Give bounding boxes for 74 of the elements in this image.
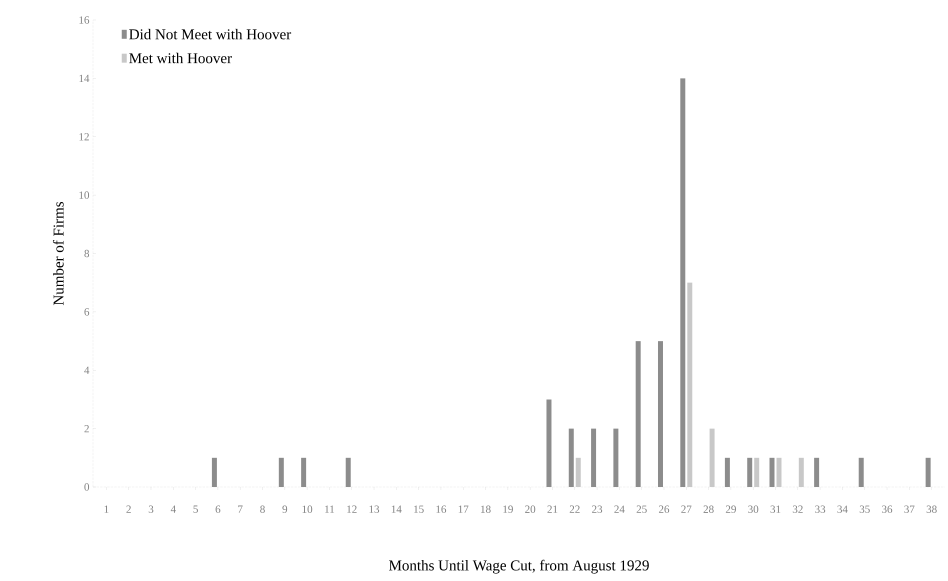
bar — [568, 428, 574, 487]
x-tick-label: 25 — [636, 506, 647, 513]
x-tick-label: 30 — [748, 506, 758, 513]
y-tick-label: 10 — [79, 191, 90, 199]
bar — [858, 458, 864, 487]
y-tick-label: 0 — [84, 483, 90, 491]
x-tick-label: 7 — [238, 506, 243, 513]
x-tick-label: 28 — [704, 506, 714, 513]
bar — [658, 341, 663, 487]
bar — [546, 399, 552, 487]
bar — [754, 458, 760, 487]
bar — [724, 458, 730, 487]
bar — [636, 341, 641, 487]
x-tick-label: 18 — [481, 506, 491, 513]
x-tick-label: 22 — [570, 506, 580, 513]
legend-label: Met with Hoover — [129, 52, 232, 64]
x-tick-label: 24 — [614, 506, 625, 513]
y-tick-label: 6 — [84, 308, 90, 316]
bar — [613, 428, 618, 487]
bar — [346, 458, 351, 487]
bar — [770, 458, 775, 487]
x-tick-label: 23 — [592, 506, 602, 513]
x-tick-label: 37 — [904, 506, 915, 513]
x-tick-label: 19 — [503, 506, 513, 513]
y-tick-label: 8 — [84, 250, 90, 258]
x-tick-label: 21 — [547, 506, 558, 513]
x-tick-label: 1 — [104, 506, 108, 513]
x-tick-label: 17 — [458, 506, 468, 513]
x-tick-label: 9 — [282, 506, 288, 513]
x-axis-title: Months Until Wage Cut, from August 1929 — [389, 560, 649, 574]
bar — [687, 282, 692, 487]
y-tick-label: 14 — [79, 74, 90, 82]
x-tick-label: 31 — [770, 506, 780, 513]
x-tick-label: 2 — [126, 506, 131, 513]
x-tick-label: 20 — [525, 506, 536, 513]
x-tick-label: 11 — [325, 506, 334, 513]
y-axis-title: Number of Firms — [52, 202, 64, 306]
x-tick-label: 6 — [216, 506, 220, 513]
bar — [212, 458, 217, 487]
x-tick-label: 35 — [860, 506, 870, 513]
bar — [814, 458, 820, 487]
bar — [591, 428, 596, 487]
bar — [278, 458, 284, 487]
bar — [710, 428, 715, 487]
x-tick-label: 4 — [170, 506, 176, 513]
x-tick-label: 29 — [726, 506, 736, 513]
bar — [926, 458, 931, 487]
bar — [576, 458, 581, 487]
bar — [680, 78, 686, 487]
bar — [747, 458, 752, 487]
x-tick-label: 33 — [815, 506, 826, 513]
x-tick-label: 38 — [926, 506, 937, 513]
legend-label: Did Not Meet with Hoover — [129, 28, 292, 40]
x-tick-label: 32 — [792, 506, 803, 513]
bar — [301, 458, 306, 487]
x-tick-label: 3 — [148, 506, 154, 513]
y-tick-label: 16 — [79, 16, 90, 24]
x-tick-label: 15 — [414, 506, 424, 513]
x-tick-label: 12 — [347, 506, 357, 513]
bar — [798, 458, 804, 487]
bar — [776, 458, 782, 487]
y-tick-label: 12 — [79, 133, 89, 140]
x-tick-label: 10 — [302, 506, 312, 513]
x-tick-label: 34 — [837, 506, 848, 513]
x-tick-label: 5 — [193, 506, 198, 513]
x-tick-label: 8 — [260, 506, 265, 513]
x-tick-label: 14 — [392, 506, 402, 513]
y-tick-label: 2 — [84, 424, 89, 432]
x-tick-label: 27 — [681, 506, 692, 513]
x-tick-label: 26 — [658, 506, 670, 513]
y-tick-label: 4 — [84, 366, 90, 374]
x-tick-label: 16 — [436, 506, 446, 513]
x-tick-label: 36 — [882, 506, 892, 513]
x-tick-label: 13 — [370, 506, 380, 513]
